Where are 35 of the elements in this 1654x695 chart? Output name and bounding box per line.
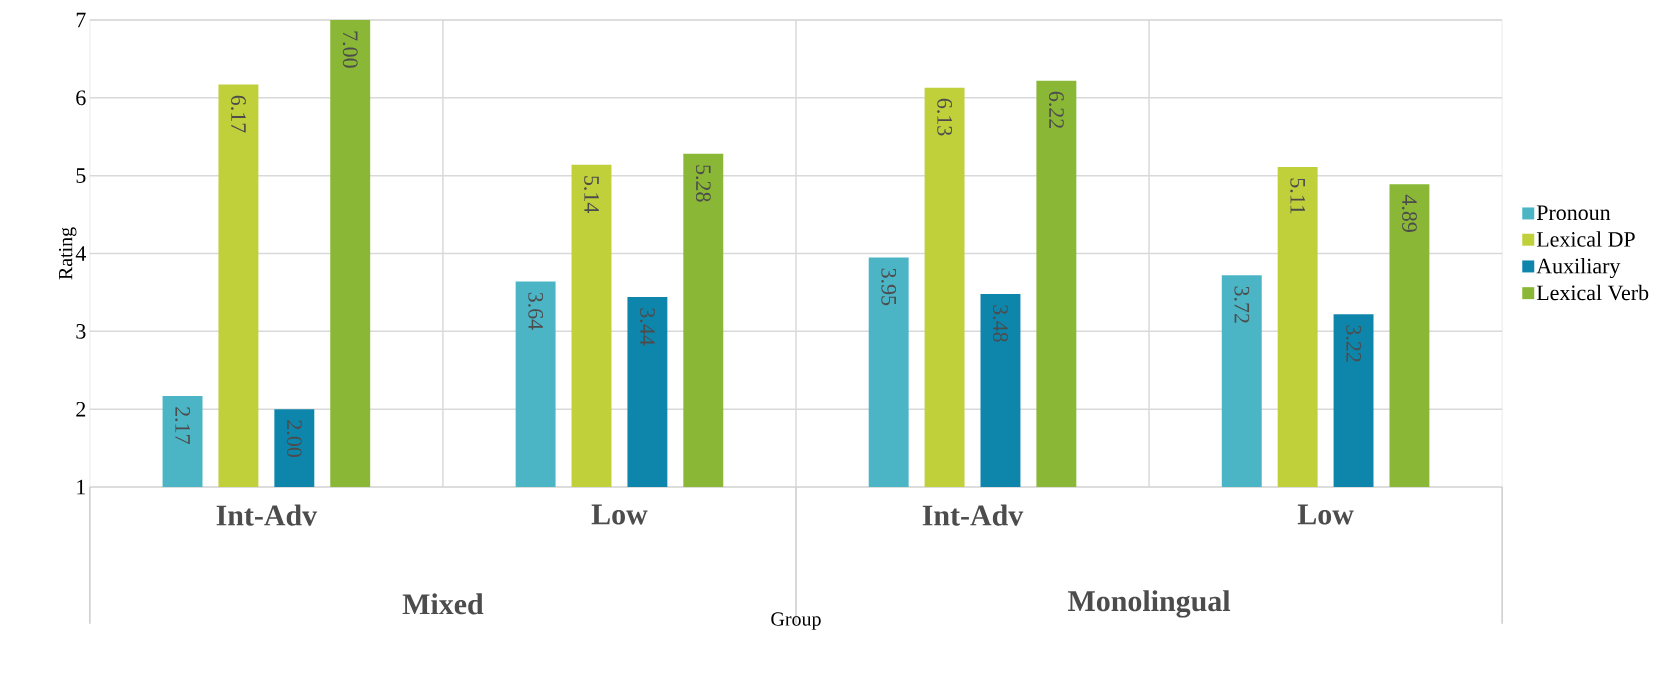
data-label: 2.00 — [286, 420, 302, 458]
text: Mixed — [402, 593, 484, 615]
y-tick-label: 7 — [76, 12, 86, 28]
x-tick-label: Int-Adv — [216, 504, 318, 526]
data-label: 3.95 — [881, 268, 897, 306]
data-label: 6.17 — [231, 95, 246, 133]
legend-label: Auxiliary — [1536, 258, 1621, 279]
data-label: 3.48 — [993, 305, 1008, 342]
y-tick-label: 2 — [76, 402, 86, 417]
data-label: 3.22 — [1346, 325, 1361, 362]
x-tick-label: Int-Adv — [922, 504, 1024, 526]
y-tick-label: 5 — [76, 168, 86, 184]
y-tick-label: 3 — [76, 324, 86, 339]
data-label: 5.11 — [1290, 178, 1306, 214]
legend-label: Pronoun — [1536, 205, 1611, 221]
data-label: 2.17 — [175, 407, 190, 445]
data-label: 3.72 — [1234, 286, 1250, 323]
y-tick-label: 4 — [75, 246, 86, 261]
x-tick-label: Low — [591, 504, 648, 525]
legend-label: Lexical Verb — [1536, 284, 1649, 301]
legend-label: Lexical DP — [1536, 231, 1635, 247]
data-label: 5.14 — [584, 176, 599, 214]
data-label: 3.44 — [639, 308, 655, 346]
data-label: 4.89 — [1401, 194, 1417, 233]
y-tick-label: 6 — [76, 90, 86, 106]
y-tick-label: 1 — [77, 479, 85, 495]
data-label: 3.64 — [528, 292, 544, 330]
text: Monolingual — [1068, 590, 1231, 618]
x-tick-label: Low — [1297, 504, 1354, 525]
x-axis-title: Group — [771, 612, 821, 630]
y-axis-title: Rating — [58, 227, 77, 280]
data-label: 6.22 — [1048, 91, 1064, 129]
data-label: 6.13 — [937, 98, 953, 136]
data-label: 5.28 — [695, 165, 711, 202]
data-label: 7.00 — [342, 31, 358, 68]
